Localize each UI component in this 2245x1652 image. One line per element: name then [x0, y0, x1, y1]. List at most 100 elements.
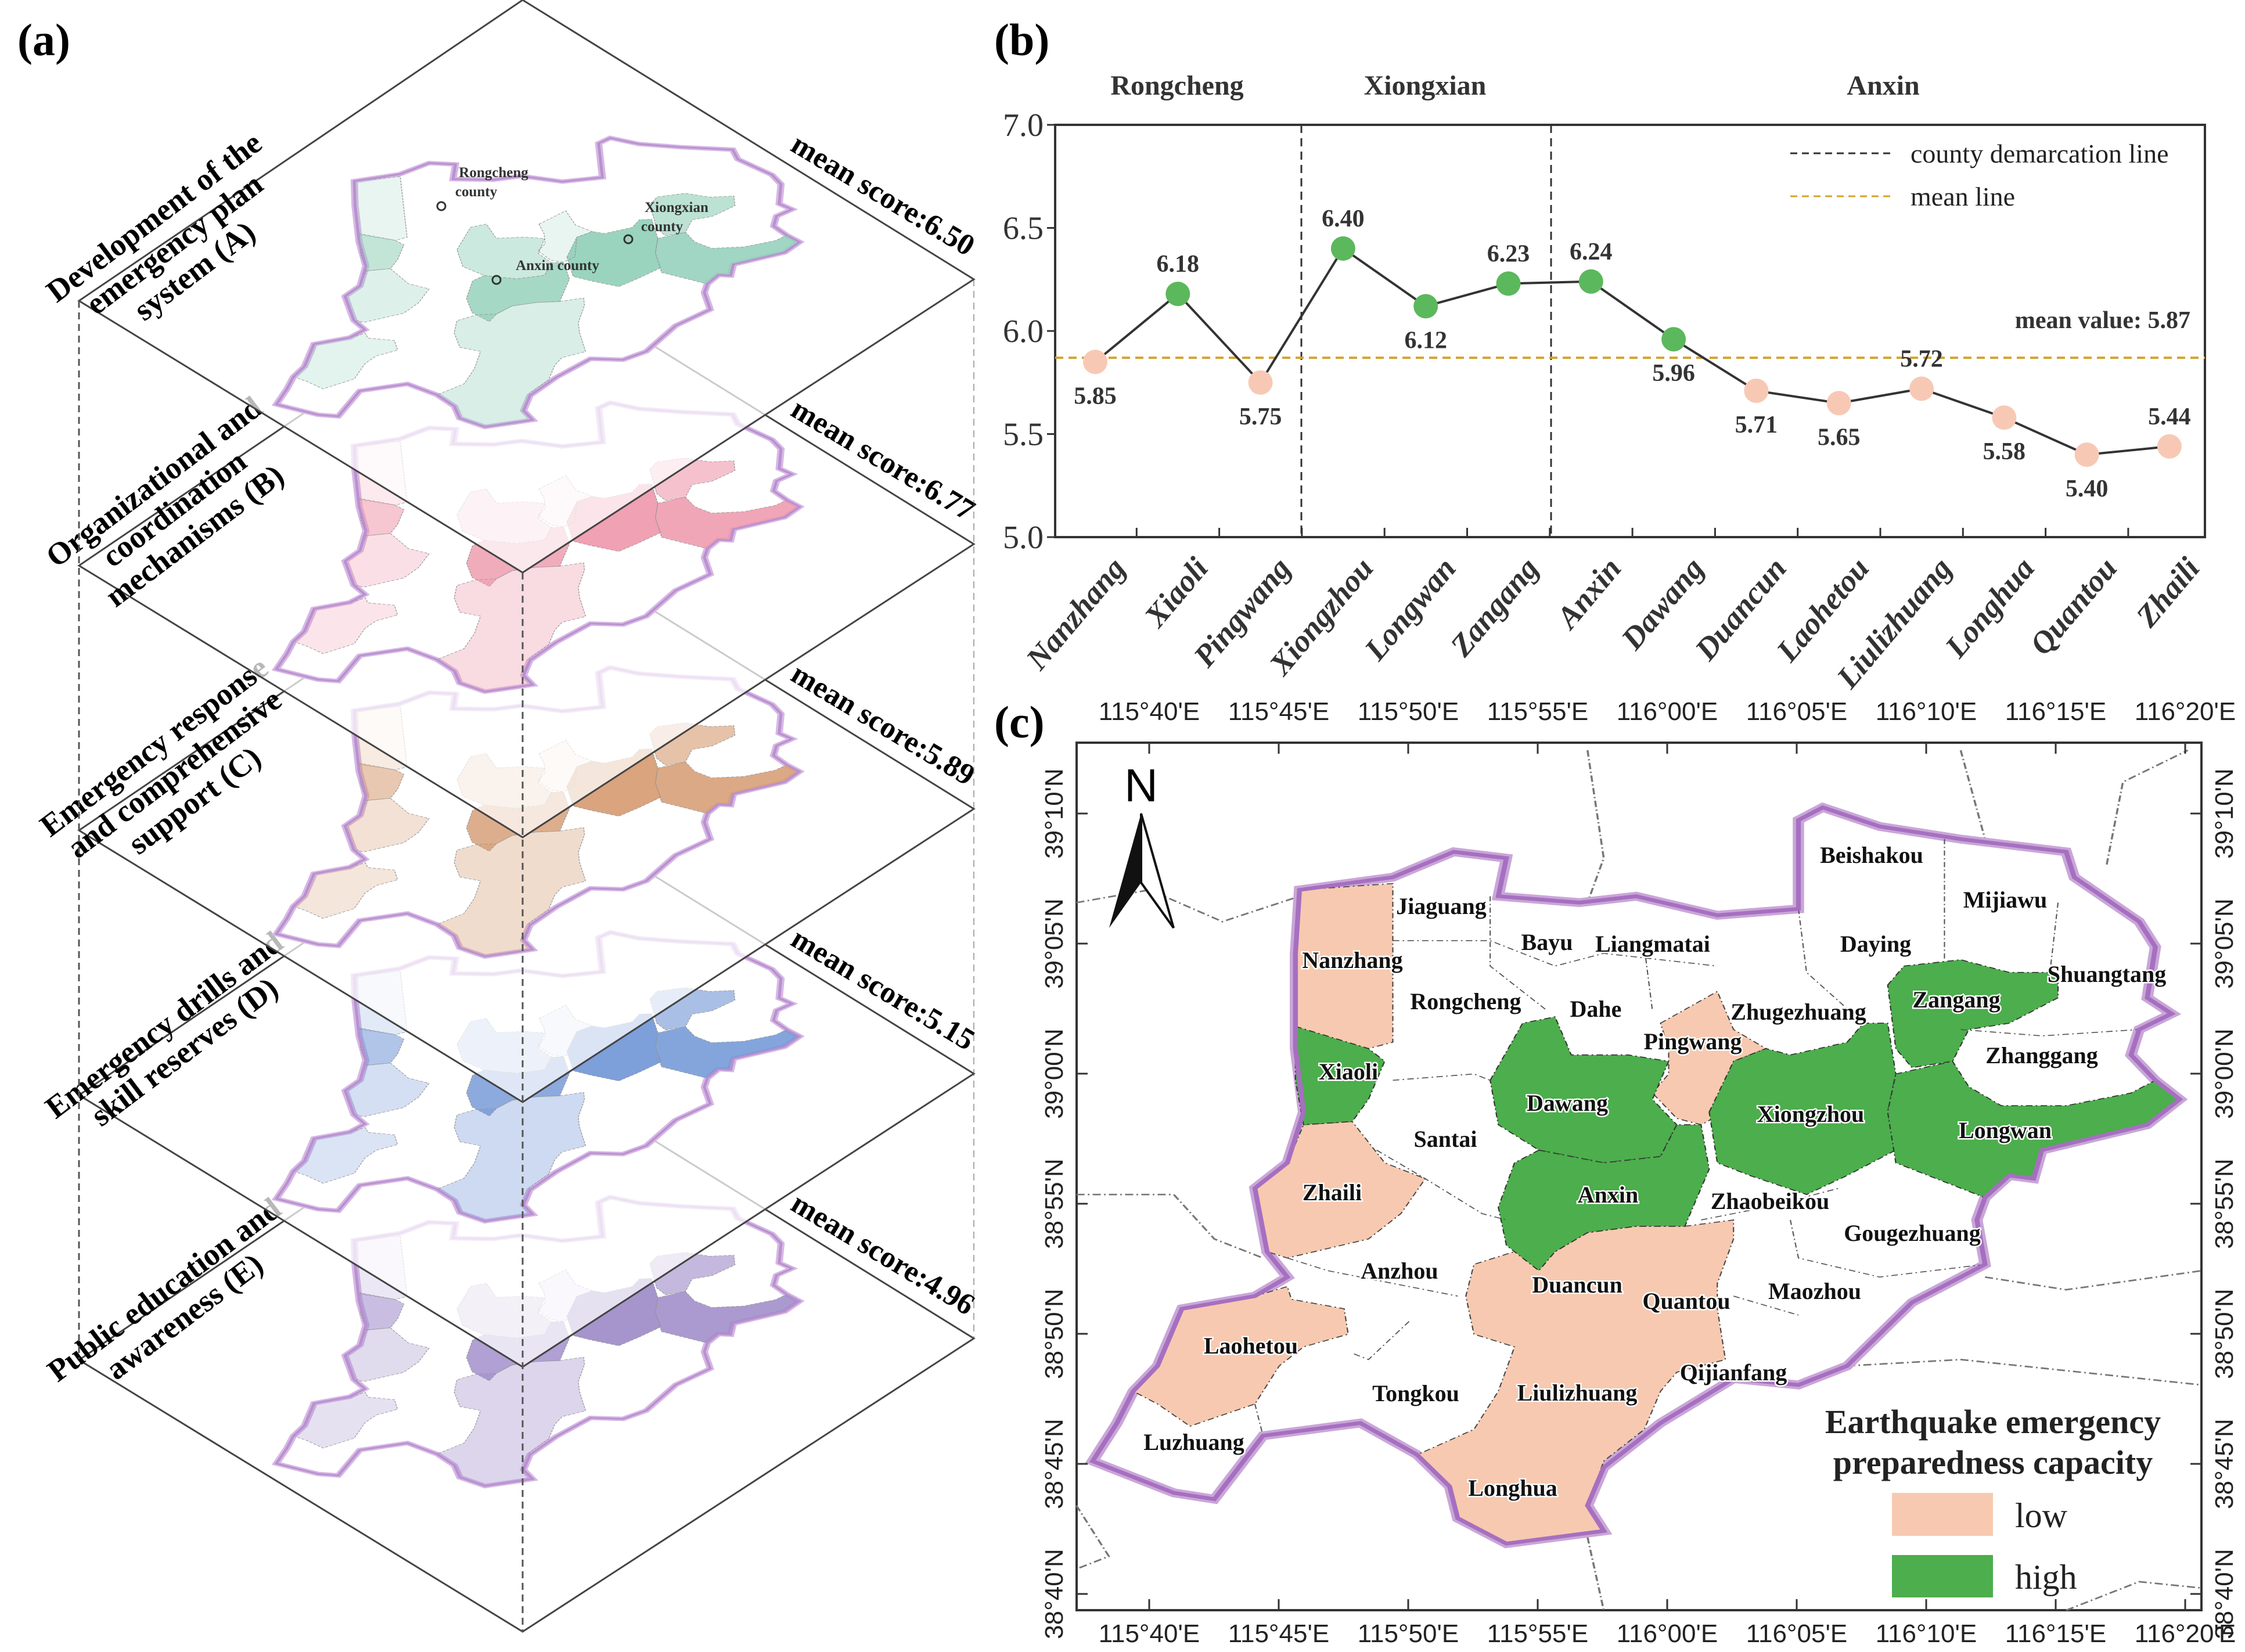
xiongxian-county-label: Xiongxian — [645, 200, 708, 215]
legend-mean-label: mean line — [1911, 182, 2015, 211]
lon-label-top: 115°55'E — [1487, 697, 1588, 726]
data-point-laohetou[interactable] — [1826, 391, 1851, 416]
data-point-xiongzhou[interactable] — [1330, 236, 1355, 261]
panel-a-layers: Public education andawareness (E) mean sc… — [34, 0, 980, 1633]
town-label-bayu: Bayu — [1521, 929, 1573, 955]
lat-label-right: 38°40'N — [2210, 1549, 2239, 1639]
data-label: 5.96 — [1652, 360, 1695, 387]
xiongxian-seat-icon — [623, 234, 634, 244]
data-point-pingwang[interactable] — [1248, 370, 1273, 395]
data-label: 5.40 — [2066, 476, 2109, 502]
layer-region — [351, 176, 408, 243]
y-tick-label: 7.0 — [1003, 107, 1044, 143]
lat-label-left: 39°00'N — [1040, 1028, 1068, 1119]
map: 115°40'E 115°40'E 115°45'E 115°45'E 115°50'E… — [1040, 697, 2239, 1648]
town-label-liangmatai: Liangmatai — [1595, 931, 1710, 957]
town-label-quantou: Quantou — [1642, 1288, 1730, 1314]
town-label-longhua: Longhua — [1468, 1475, 1557, 1501]
lon-label-bottom: 115°55'E — [1487, 1619, 1588, 1648]
data-point-longwan[interactable] — [1413, 294, 1438, 319]
lon-label-top: 115°45'E — [1228, 697, 1329, 726]
lat-label-right: 39°00'N — [2210, 1028, 2239, 1119]
panel-c-label: (c) — [994, 697, 1045, 747]
data-label: 6.24 — [1570, 239, 1613, 265]
town-label-zangang: Zangang — [1912, 987, 2000, 1013]
anxin-county-label: Anxin county — [516, 258, 599, 273]
xiongxian-county-label-2: county — [641, 219, 683, 235]
town-label-nanzhang: Nanzhang — [1302, 947, 1402, 973]
lon-label-top: 116°10'E — [1876, 697, 1977, 726]
lat-label-left: 38°40'N — [1040, 1549, 1068, 1639]
town-label-pingwang: Pingwang — [1644, 1028, 1742, 1054]
town-label-zhaobeikou: Zhaobeikou — [1711, 1188, 1830, 1214]
y-tick-label: 6.5 — [1003, 211, 1044, 247]
lon-label-top: 115°50'E — [1358, 697, 1459, 726]
data-point-liulizhuang[interactable] — [1909, 376, 1934, 401]
town-label-santai: Santai — [1414, 1126, 1477, 1152]
lon-label-top: 115°40'E — [1099, 697, 1200, 726]
lon-label-bottom: 115°40'E — [1099, 1619, 1200, 1648]
town-label-zhaili: Zhaili — [1303, 1179, 1362, 1205]
data-label: 6.23 — [1487, 240, 1530, 267]
data-point-dawang[interactable] — [1661, 327, 1686, 352]
mean-value-label: mean value: 5.87 — [2015, 307, 2190, 334]
town-label-dahe: Dahe — [1570, 996, 1622, 1022]
town-label-rongcheng: Rongcheng — [1410, 988, 1521, 1014]
legend-low-swatch — [1892, 1493, 1993, 1536]
x-tick-label: Zhaili — [2129, 551, 2206, 634]
legend-low-label: low — [2015, 1496, 2068, 1535]
data-point-zhaili[interactable] — [2157, 434, 2182, 459]
x-tick-label: Zangang — [1443, 551, 1545, 663]
data-point-duancun[interactable] — [1744, 378, 1769, 403]
lat-label-left: 38°45'N — [1040, 1419, 1068, 1509]
county-labels-layer-a: Rongcheng county Xiongxian county Anxin … — [436, 165, 708, 285]
lat-label-left: 38°50'N — [1040, 1289, 1068, 1379]
town-label-tongkou: Tongkou — [1372, 1380, 1459, 1406]
north-label: N — [1124, 760, 1158, 811]
data-label: 5.85 — [1074, 383, 1117, 409]
north-arrow-icon — [1109, 814, 1141, 928]
legend-demarcation-label: county demarcation line — [1911, 139, 2169, 168]
map-legend: Earthquake emergency preparedness capaci… — [1825, 1403, 2161, 1597]
lon-label-top: 116°05'E — [1746, 697, 1847, 726]
data-label: 5.71 — [1735, 412, 1778, 438]
north-arrow-icon-right — [1140, 813, 1175, 929]
map-shapes — [1075, 749, 2202, 1611]
data-point-nanzhang[interactable] — [1083, 350, 1107, 375]
lon-label-bottom: 116°10'E — [1876, 1619, 1977, 1648]
rongcheng-county-label: Rongcheng — [459, 165, 528, 181]
town-label-luzhuang: Luzhuang — [1143, 1429, 1244, 1455]
town-label-shuangtang: Shuangtang — [2048, 961, 2167, 987]
group-label-xiongxian: Xiongxian — [1364, 70, 1487, 101]
data-label: 6.40 — [1322, 206, 1365, 232]
anxin-seat-icon — [491, 275, 502, 285]
group-label-rongcheng: Rongcheng — [1110, 70, 1243, 101]
town-label-anxin: Anxin — [1578, 1182, 1639, 1208]
town-label-mijiawu: Mijiawu — [1963, 887, 2047, 913]
lat-label-right: 38°50'N — [2210, 1289, 2239, 1379]
data-label: 5.65 — [1818, 424, 1861, 451]
lon-label-bottom: 115°45'E — [1228, 1619, 1329, 1648]
data-label: 5.75 — [1239, 404, 1282, 430]
data-point-longhua[interactable] — [1992, 405, 2017, 430]
lat-label-left: 38°55'N — [1040, 1158, 1068, 1249]
lon-label-top: 116°15'E — [2005, 697, 2106, 726]
legend-high-label: high — [2015, 1558, 2077, 1596]
data-point-zangang[interactable] — [1496, 271, 1521, 296]
x-tick-label: Quantou — [2023, 551, 2124, 661]
town-label-zhanggang: Zhanggang — [1985, 1042, 2098, 1068]
town-label-daying: Daying — [1840, 931, 1911, 957]
data-point-quantou[interactable] — [2074, 442, 2099, 467]
lon-label-top: 116°00'E — [1617, 697, 1718, 726]
data-label: 5.44 — [2148, 404, 2191, 430]
data-point-xiaoli[interactable] — [1165, 282, 1190, 307]
data-point-anxin[interactable] — [1578, 269, 1603, 294]
town-label-zhugezhuang: Zhugezhuang — [1730, 999, 1866, 1025]
x-tick-label: Xiaoli — [1137, 551, 1215, 635]
lat-label-right: 39°05'N — [2210, 898, 2239, 989]
lon-label-bottom: 116°00'E — [1617, 1619, 1718, 1648]
north-arrow: N — [1109, 760, 1175, 929]
lon-label-bottom: 116°15'E — [2005, 1619, 2106, 1648]
lat-label-right: 38°55'N — [2210, 1158, 2239, 1249]
